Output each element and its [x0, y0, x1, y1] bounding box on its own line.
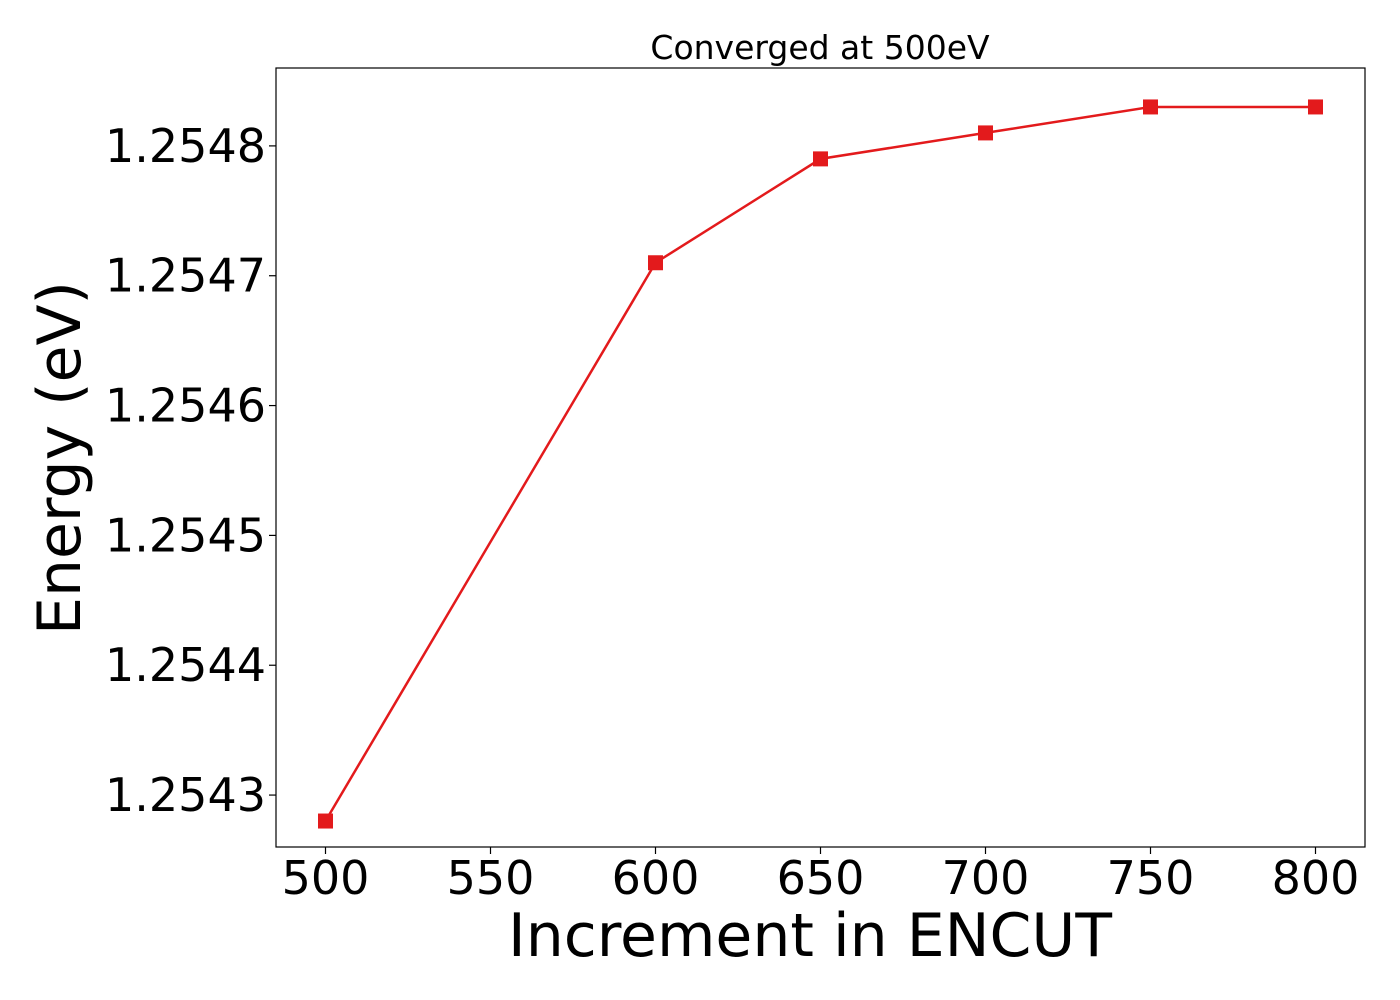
series-layer	[318, 99, 1323, 829]
x-axis-label: Increment in ENCUT	[508, 901, 1112, 971]
x-tick-label: 700	[942, 851, 1030, 905]
data-point-marker	[1308, 99, 1323, 115]
y-tick-label: 1.2545	[105, 508, 266, 562]
y-tick-label: 1.2544	[105, 638, 266, 692]
x-tick-label: 600	[612, 851, 700, 905]
x-tick-label: 650	[777, 851, 865, 905]
series-line	[324, 105, 1316, 822]
plot-area-frame	[275, 67, 1366, 848]
data-point-marker	[318, 813, 333, 829]
x-tick-label: 550	[447, 851, 535, 905]
data-point-marker	[813, 151, 828, 167]
y-tick-label: 1.2548	[105, 119, 266, 173]
data-point-marker	[978, 125, 993, 141]
y-tick-label: 1.2546	[105, 379, 266, 433]
data-point-marker	[1143, 99, 1158, 115]
y-tick-label: 1.2543	[105, 768, 266, 822]
axis-ticks: 500 550 600 650 700 750 800 1.2543 1.2544 1.2545 1…	[105, 119, 1359, 905]
data-point-marker	[648, 255, 663, 271]
x-tick-label: 500	[282, 851, 370, 905]
chart-title: Converged at 500eV	[650, 28, 990, 67]
y-tick-label: 1.2547	[105, 249, 266, 303]
x-tick-label: 750	[1107, 851, 1195, 905]
y-axis-label: Energy (eV)	[25, 281, 95, 635]
x-tick-label: 800	[1272, 851, 1360, 905]
